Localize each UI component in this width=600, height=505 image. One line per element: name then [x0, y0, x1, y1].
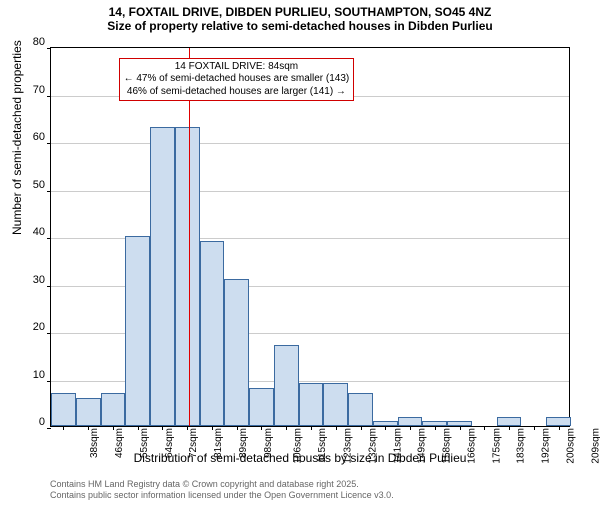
y-tick [47, 48, 51, 49]
histogram-bar [497, 417, 522, 427]
annotation-line1: 14 FOXTAIL DRIVE: 84sqm [124, 61, 350, 74]
x-tick-label: 141sqm [392, 428, 403, 464]
x-tick [286, 426, 287, 430]
y-tick-label: 10 [33, 369, 45, 381]
histogram-bar [175, 127, 200, 426]
y-axis-label: Number of semi-detached properties [10, 40, 24, 235]
x-tick-label: 46sqm [114, 428, 125, 458]
histogram-bar [51, 393, 76, 426]
annotation-line2: ← 47% of semi-detached houses are smalle… [124, 73, 350, 86]
gridline [51, 191, 569, 192]
histogram-bar [125, 236, 150, 426]
histogram-bar [323, 383, 348, 426]
x-tick [559, 426, 560, 430]
histogram-bar [200, 241, 225, 426]
x-tick [311, 426, 312, 430]
x-tick-label: 123sqm [343, 428, 354, 464]
annotation-line3: 46% of semi-detached houses are larger (… [124, 86, 350, 99]
x-tick [509, 426, 510, 430]
reference-vline [189, 48, 190, 426]
x-tick [460, 426, 461, 430]
x-tick-label: 175sqm [491, 428, 502, 464]
histogram-bar [546, 417, 571, 427]
x-tick [63, 426, 64, 430]
x-tick [484, 426, 485, 430]
histogram-bar [274, 345, 299, 426]
annotation-box: 14 FOXTAIL DRIVE: 84sqm ← 47% of semi-de… [119, 58, 355, 102]
x-tick-label: 89sqm [238, 428, 249, 458]
x-tick-label: 55sqm [139, 428, 150, 458]
y-tick [47, 238, 51, 239]
footer-line2: Contains public sector information licen… [50, 490, 394, 501]
x-tick-label: 106sqm [293, 428, 304, 464]
x-tick-label: 115sqm [317, 428, 328, 463]
y-tick-label: 40 [33, 226, 45, 238]
x-tick [361, 426, 362, 430]
y-tick-label: 80 [33, 36, 45, 48]
histogram-bar [101, 393, 126, 426]
gridline [51, 143, 569, 144]
x-tick-label: 149sqm [417, 428, 428, 464]
x-tick-label: 192sqm [541, 428, 552, 464]
histogram-bar [224, 279, 249, 426]
x-tick-label: 200sqm [565, 428, 576, 464]
y-tick [47, 143, 51, 144]
x-tick [385, 426, 386, 430]
x-tick-label: 158sqm [442, 428, 453, 464]
x-tick-label: 132sqm [367, 428, 378, 464]
x-tick [336, 426, 337, 430]
y-tick-label: 50 [33, 179, 45, 191]
y-tick-label: 30 [33, 274, 45, 286]
y-tick-label: 70 [33, 84, 45, 96]
x-tick-label: 81sqm [213, 428, 224, 458]
x-tick-label: 209sqm [590, 428, 600, 464]
histogram-bar [150, 127, 175, 426]
histogram-bar [398, 417, 423, 427]
histogram-bar [249, 388, 274, 426]
x-tick-label: 166sqm [466, 428, 477, 464]
histogram-bar [348, 393, 373, 426]
histogram-bar [299, 383, 324, 426]
x-tick [534, 426, 535, 430]
y-tick [47, 333, 51, 334]
x-tick-label: 72sqm [188, 428, 199, 458]
x-tick-label: 98sqm [263, 428, 274, 458]
y-tick-label: 0 [39, 416, 45, 428]
y-tick [47, 191, 51, 192]
y-tick [47, 286, 51, 287]
y-tick [47, 96, 51, 97]
x-tick-label: 64sqm [164, 428, 175, 458]
x-tick-label: 183sqm [516, 428, 527, 464]
chart-title-line1: 14, FOXTAIL DRIVE, DIBDEN PURLIEU, SOUTH… [0, 5, 600, 19]
plot-area: 14 FOXTAIL DRIVE: 84sqm ← 47% of semi-de… [50, 47, 570, 427]
chart-title-line2: Size of property relative to semi-detach… [0, 19, 600, 33]
x-tick [410, 426, 411, 430]
footer-line1: Contains HM Land Registry data © Crown c… [50, 479, 394, 490]
y-tick [47, 381, 51, 382]
y-tick [47, 428, 51, 429]
x-tick [435, 426, 436, 430]
x-tick-label: 38sqm [89, 428, 100, 458]
footer-attribution: Contains HM Land Registry data © Crown c… [50, 479, 394, 501]
y-tick-label: 60 [33, 131, 45, 143]
y-tick-label: 20 [33, 321, 45, 333]
histogram-bar [76, 398, 101, 427]
